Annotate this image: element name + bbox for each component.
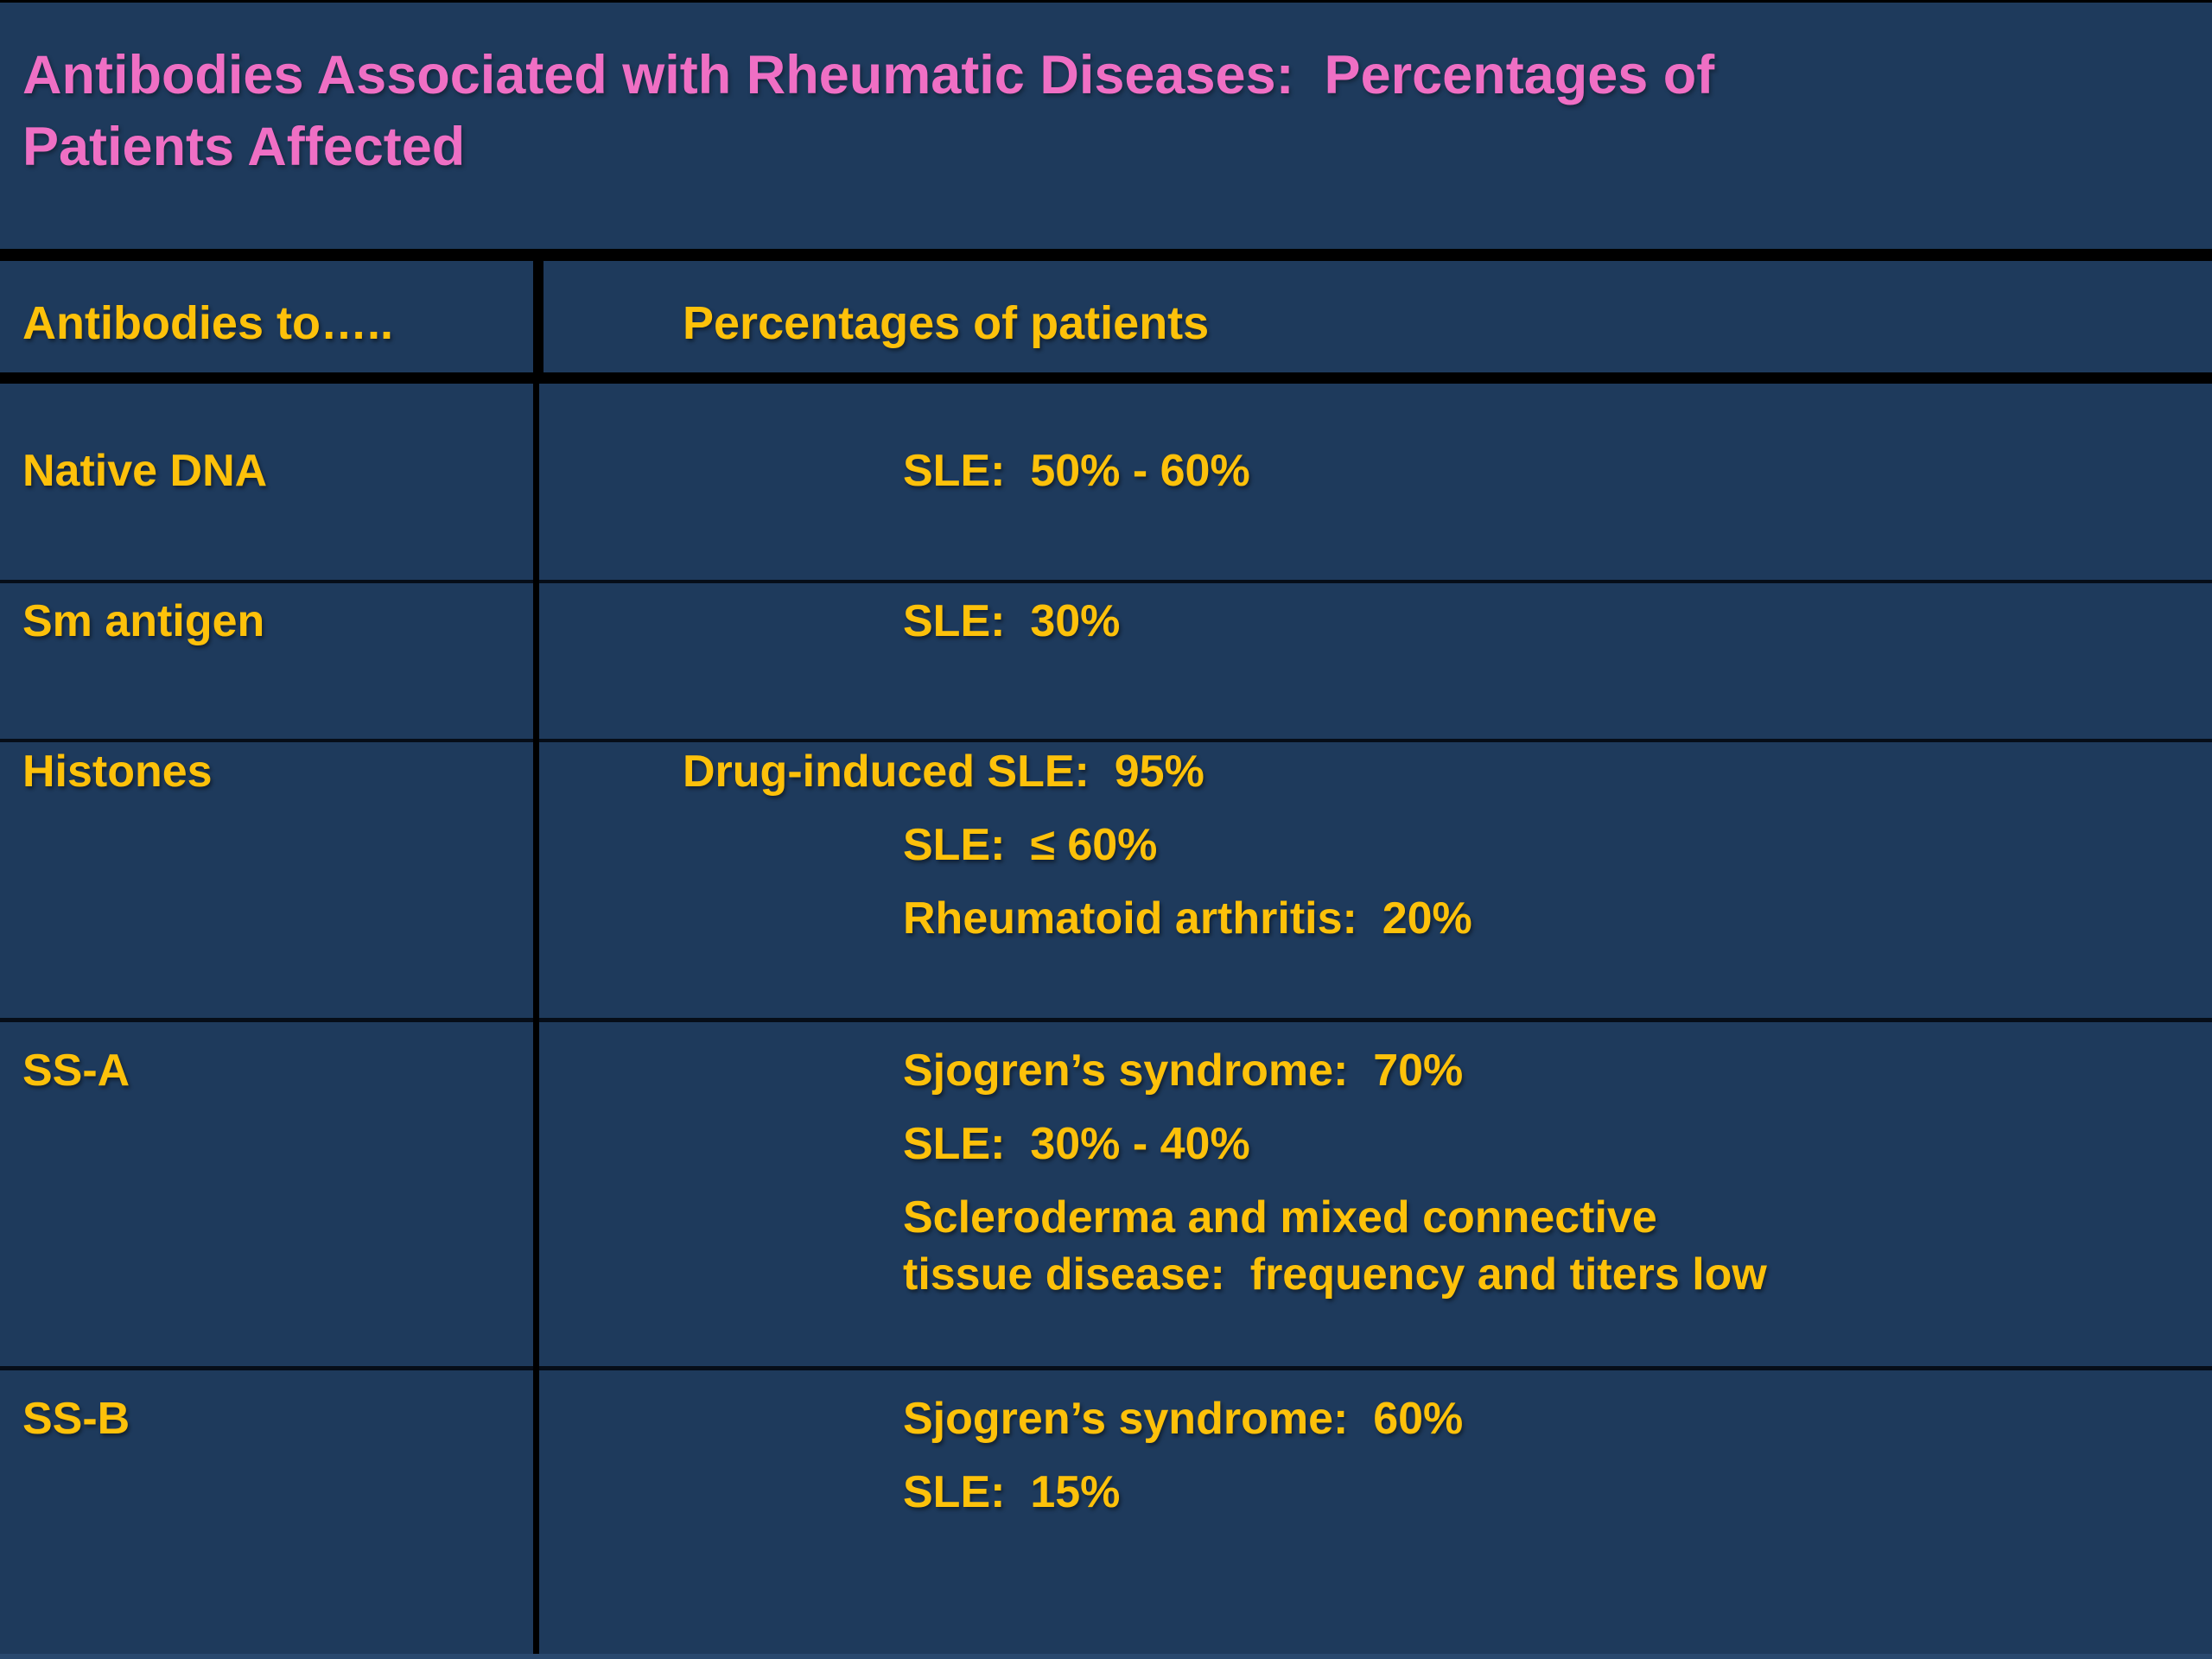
column-divider-body [533, 384, 539, 1654]
value-line: SLE: 30% [903, 596, 1121, 646]
row-values: Sjogren’s syndrome: 70% SLE: 30% - 40% Scl… [539, 1022, 2207, 1319]
header-bottom-border [0, 372, 2212, 384]
top-edge-line [0, 0, 2212, 3]
row-label-native-dna: Native DNA [22, 446, 268, 496]
table-row: Histones Drug-induced SLE: 95% SLE: ≤ 60%… [0, 743, 2212, 1018]
table-header-row: Antibodies to….. Percentages of patients [0, 261, 2212, 372]
value-line: SLE: 30% - 40% [903, 1119, 1250, 1169]
row-label-sm-antigen: Sm antigen [22, 596, 265, 646]
row-divider-4 [0, 1366, 2212, 1370]
row-divider-2 [0, 739, 2212, 742]
value-line: Sjogren’s syndrome: 70% [903, 1046, 1464, 1096]
table-bottom-edge [0, 1654, 2212, 1659]
value-line: SLE: ≤ 60% [903, 820, 1158, 870]
row-label-ss-a: SS-A [22, 1046, 130, 1096]
row-label-histones: Histones [22, 747, 213, 797]
row-values: SLE: 50% - 60% [539, 385, 2207, 516]
column-divider-header [533, 249, 543, 384]
table-top-border [0, 249, 2212, 261]
table-row: Native DNA SLE: 50% - 60% [0, 385, 2212, 580]
table-row: SS-B Sjogren’s syndrome: 60% SLE: 15% [0, 1370, 2212, 1659]
column-header-antibodies: Antibodies to….. [22, 297, 393, 349]
slide-title: Antibodies Associated with Rheumatic Dis… [22, 45, 1715, 177]
row-values: Sjogren’s syndrome: 60% SLE: 15% [539, 1370, 2207, 1537]
table-row: SS-A Sjogren’s syndrome: 70% SLE: 30% - 4… [0, 1022, 2212, 1366]
value-line: SLE: 50% - 60% [903, 446, 1250, 496]
row-values: Drug-induced SLE: 95% SLE: ≤ 60% Rheumatoi… [539, 743, 2207, 963]
row-label-ss-b: SS-B [22, 1394, 130, 1444]
table-row: Sm antigen SLE: 30% [0, 584, 2212, 739]
value-line: Scleroderma and mixed connective tissue … [903, 1192, 1767, 1300]
row-divider-1 [0, 580, 2212, 583]
row-values: SLE: 30% [539, 584, 2207, 666]
value-line: Drug-induced SLE: 95% [683, 747, 1205, 797]
value-line: SLE: 15% [903, 1467, 1121, 1517]
row-divider-3 [0, 1018, 2212, 1022]
column-header-percentages: Percentages of patients [683, 297, 1210, 349]
value-line: Rheumatoid arthritis: 20% [903, 893, 1472, 944]
value-line: Sjogren’s syndrome: 60% [903, 1394, 1464, 1444]
